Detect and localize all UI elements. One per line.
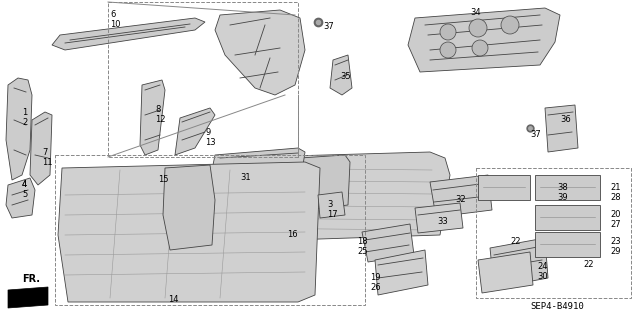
Text: 12: 12 xyxy=(155,115,166,124)
Polygon shape xyxy=(318,192,345,218)
Text: 19: 19 xyxy=(370,273,381,282)
Text: 4: 4 xyxy=(22,180,28,189)
Text: 14: 14 xyxy=(168,295,179,304)
Bar xyxy=(55,155,365,305)
Circle shape xyxy=(472,40,488,56)
Bar xyxy=(108,2,298,157)
Text: 18: 18 xyxy=(357,237,367,246)
Circle shape xyxy=(469,19,487,37)
Text: 13: 13 xyxy=(205,138,216,147)
Polygon shape xyxy=(535,205,600,230)
Polygon shape xyxy=(545,105,578,152)
Text: 16: 16 xyxy=(287,230,298,239)
Text: 39: 39 xyxy=(557,193,568,202)
Text: 25: 25 xyxy=(357,247,367,256)
Text: SEP4-B4910: SEP4-B4910 xyxy=(530,302,584,311)
Text: FR.: FR. xyxy=(22,274,40,284)
Polygon shape xyxy=(163,165,215,250)
Text: 28: 28 xyxy=(610,193,621,202)
Polygon shape xyxy=(215,10,305,95)
Text: 36: 36 xyxy=(560,115,571,124)
Text: 11: 11 xyxy=(42,158,52,167)
Polygon shape xyxy=(478,175,530,200)
Circle shape xyxy=(501,16,519,34)
Text: 29: 29 xyxy=(610,247,621,256)
Polygon shape xyxy=(212,152,450,242)
Text: 2: 2 xyxy=(22,118,28,127)
Text: 3: 3 xyxy=(327,200,332,209)
Polygon shape xyxy=(6,78,32,180)
Text: 24: 24 xyxy=(537,262,547,271)
Text: 30: 30 xyxy=(537,272,548,281)
Polygon shape xyxy=(362,224,414,262)
Polygon shape xyxy=(300,155,350,210)
Polygon shape xyxy=(175,108,215,155)
Text: 7: 7 xyxy=(42,148,47,157)
Text: 9: 9 xyxy=(205,128,211,137)
Polygon shape xyxy=(52,18,205,50)
Polygon shape xyxy=(415,203,463,233)
Polygon shape xyxy=(330,55,352,95)
Polygon shape xyxy=(8,287,48,308)
Text: 20: 20 xyxy=(610,210,621,219)
Text: 1: 1 xyxy=(22,108,28,117)
Text: 8: 8 xyxy=(155,105,161,114)
Polygon shape xyxy=(535,175,600,200)
Polygon shape xyxy=(6,178,35,218)
Polygon shape xyxy=(408,8,560,72)
Text: 21: 21 xyxy=(610,183,621,192)
Text: 22: 22 xyxy=(510,237,520,246)
Circle shape xyxy=(440,24,456,40)
Text: 15: 15 xyxy=(158,175,168,184)
Text: 17: 17 xyxy=(327,210,338,219)
Polygon shape xyxy=(478,252,533,293)
Text: 38: 38 xyxy=(557,183,568,192)
Text: 10: 10 xyxy=(110,20,120,29)
Polygon shape xyxy=(375,250,428,295)
Text: 35: 35 xyxy=(340,72,351,81)
Polygon shape xyxy=(213,148,305,172)
Polygon shape xyxy=(490,238,548,288)
Text: 33: 33 xyxy=(437,217,448,226)
Polygon shape xyxy=(58,162,320,302)
Polygon shape xyxy=(140,80,165,155)
Bar xyxy=(476,168,631,298)
Text: 27: 27 xyxy=(610,220,621,229)
Text: 37: 37 xyxy=(530,130,541,139)
Text: 31: 31 xyxy=(240,173,251,182)
Text: 6: 6 xyxy=(110,10,115,19)
Text: 22: 22 xyxy=(583,260,593,269)
Text: 32: 32 xyxy=(455,195,466,204)
Circle shape xyxy=(440,42,456,58)
Text: 23: 23 xyxy=(610,237,621,246)
Polygon shape xyxy=(30,112,52,185)
Text: 26: 26 xyxy=(370,283,381,292)
Polygon shape xyxy=(430,175,492,217)
Polygon shape xyxy=(535,232,600,257)
Text: 4: 4 xyxy=(22,180,28,189)
Text: 5: 5 xyxy=(22,190,28,199)
Text: 37: 37 xyxy=(323,22,333,31)
Text: 34: 34 xyxy=(470,8,481,17)
